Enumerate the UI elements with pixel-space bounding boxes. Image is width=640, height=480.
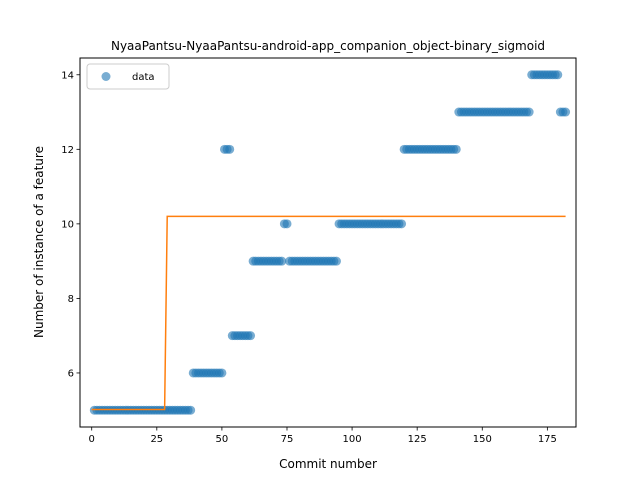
- data-point: [561, 107, 571, 117]
- x-tick-label: 75: [281, 434, 294, 445]
- plot-frame: [79, 57, 577, 428]
- x-tick-label: 0: [89, 434, 95, 445]
- data-point: [217, 368, 227, 378]
- y-tick-label: 14: [61, 70, 74, 81]
- x-axis: 0 25 50 75 100 125 150 175: [89, 427, 557, 445]
- data-point: [246, 331, 256, 341]
- x-tick-label: 175: [538, 434, 557, 445]
- x-axis-label: Commit number: [279, 457, 377, 471]
- data-point: [277, 256, 287, 266]
- y-axis: 6 8 10 12 14: [61, 70, 80, 379]
- fit-line: [91, 215, 566, 411]
- y-tick-label: 8: [68, 294, 74, 305]
- data-point: [553, 70, 563, 80]
- plot-area: [89, 70, 571, 415]
- y-axis-label: Number of instance of a feature: [32, 146, 46, 338]
- x-tick-label: 125: [408, 434, 427, 445]
- x-tick-label: 25: [150, 434, 163, 445]
- data-point: [397, 219, 407, 229]
- chart-title: NyaaPantsu-NyaaPantsu-android-app_compan…: [111, 39, 545, 53]
- data-point: [186, 405, 196, 415]
- y-tick-label: 12: [61, 145, 74, 156]
- legend: data: [86, 63, 170, 90]
- data-point: [282, 219, 292, 229]
- data-point: [524, 107, 534, 117]
- y-tick-label: 10: [61, 219, 74, 230]
- legend-box: [86, 63, 170, 90]
- x-tick-label: 150: [473, 434, 492, 445]
- legend-label-data: data: [132, 72, 155, 83]
- data-point: [225, 144, 235, 154]
- data-point: [331, 256, 341, 266]
- x-tick-label: 100: [343, 434, 362, 445]
- legend-marker-data: [101, 72, 111, 81]
- x-tick-label: 50: [216, 434, 229, 445]
- y-tick-label: 6: [68, 368, 74, 379]
- data-point: [451, 144, 461, 154]
